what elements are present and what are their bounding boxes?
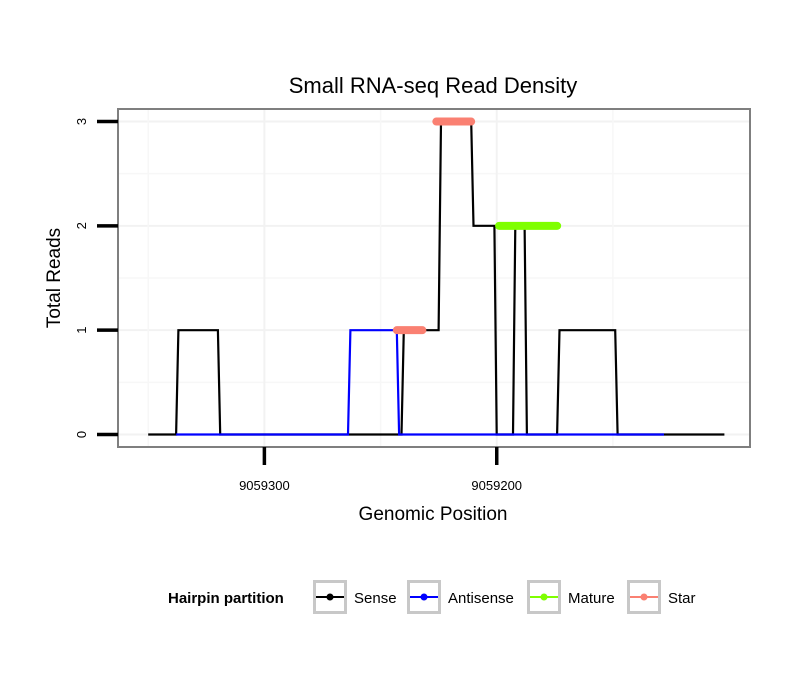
series-layer	[148, 117, 725, 436]
legend-item-antisense: Antisense	[407, 580, 514, 614]
series-sense-line	[148, 120, 725, 436]
panel-border	[117, 108, 751, 448]
plot-panel	[117, 108, 751, 448]
legend-title: Hairpin partition	[168, 590, 284, 607]
y-axis: 0 1 2 3	[74, 118, 118, 438]
legend-item-mature: Mature	[527, 580, 615, 614]
legend-item-star: Star	[627, 580, 696, 614]
y-tick-label: 0	[74, 431, 89, 438]
x-tick-label: 9059200	[471, 478, 522, 493]
y-tick-label: 2	[74, 222, 89, 229]
y-axis-title: Total Reads	[44, 228, 65, 328]
legend-key-marker	[540, 593, 548, 601]
y-tick-label: 1	[74, 327, 89, 334]
chart-title: Small RNA-seq Read Density	[289, 73, 578, 98]
legend: Hairpin partition Sense Antisense Mature St…	[168, 580, 696, 614]
legend-item-sense: Sense	[313, 580, 397, 614]
x-axis: 9059300 9059200	[239, 447, 522, 493]
legend-label: Antisense	[448, 590, 514, 607]
series-antisense-line	[176, 329, 664, 436]
x-tick-label: 9059300	[239, 478, 290, 493]
legend-label: Mature	[568, 590, 615, 607]
legend-key-marker	[420, 593, 428, 601]
legend-label: Star	[668, 590, 696, 607]
legend-label: Sense	[354, 590, 397, 607]
x-axis-title: Genomic Position	[359, 504, 508, 525]
y-tick-label: 3	[74, 118, 89, 125]
legend-key-marker	[326, 593, 334, 601]
legend-key-marker	[640, 593, 648, 601]
